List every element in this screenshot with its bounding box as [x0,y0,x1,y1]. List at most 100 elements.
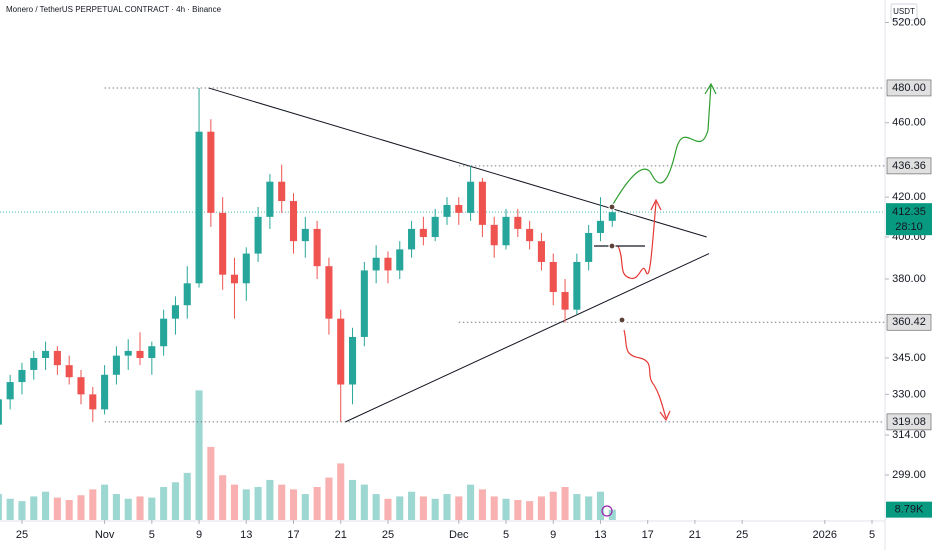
x-tick-label: 25 [16,529,28,541]
candle-body [254,216,262,254]
currency: USDT [893,7,915,16]
candle-body [148,346,156,359]
candle-body [53,350,61,366]
countdown: 28:10 [895,221,923,233]
candle-body [360,270,368,337]
volume-bar [112,494,120,520]
last-price-label: 412.35 [892,206,926,218]
bearish-arrow [623,329,667,419]
x-tick-label: 2026 [813,529,837,541]
candle-body [207,131,215,213]
volume-bar [537,496,545,520]
volume-bar [136,496,144,520]
volume-bar [160,487,168,520]
volume-bar [77,495,85,520]
volume-bar [325,477,333,520]
volume-bar [384,498,392,520]
x-tick-label: 21 [689,529,701,541]
x-tick-label: 5 [149,529,155,541]
volume-bar [549,491,557,520]
candle-body [537,241,545,262]
candle-body [585,232,593,262]
y-tick-label: 420.00 [892,191,926,203]
level-box [886,157,932,175]
candle-body [183,283,191,306]
plot-area [0,87,885,520]
currency-box [890,3,918,21]
volume-bar [65,499,73,520]
volume-bar [443,494,451,520]
x-tick-label: 9 [196,529,202,541]
candle-body [289,201,298,242]
x-tick-label: 5 [869,529,875,541]
volume-bar [254,487,262,520]
level-box [886,79,932,97]
x-tick-label: 5 [503,529,509,541]
x-tick-label: Dec [449,529,469,541]
y-tick-label: 299.00 [892,469,926,481]
candle-body [171,305,179,319]
candle-body [455,204,463,213]
volume-bar [148,497,156,520]
x-tick-label: 13 [594,529,606,541]
y-tick-label: 330.00 [892,388,926,400]
volume-bar [372,494,380,520]
level-label: 480.00 [892,82,926,94]
x-tick-label: 17 [287,529,299,541]
candle-body [514,216,522,229]
x-tick-label: 25 [382,529,394,541]
volume-bar [490,496,498,520]
volume-bar [289,489,298,520]
x-tick-label: 9 [550,529,556,541]
volume-bar [53,497,61,520]
candle-body [419,228,427,238]
candle-body [124,350,132,356]
y-tick-label: 380.00 [892,273,926,285]
candle-body [325,266,333,319]
candle-body [65,365,73,378]
x-tick-label: 21 [335,529,347,541]
candle-body [195,131,203,284]
volume-bar [30,496,38,520]
candle-body [301,228,309,242]
eye-icon [608,242,616,250]
arrow-head [659,410,671,422]
volume-bar [502,498,510,520]
volume-bar [183,472,191,520]
volume-bar [585,496,593,520]
volume-bar [124,498,132,520]
candle-body [573,261,581,310]
trendline [208,87,707,238]
volume-box [886,501,932,518]
x-tick-label: Nov [95,529,115,541]
volume-bar [171,482,179,520]
candle-body [0,399,2,425]
candle-body [230,274,239,284]
candle-body [372,257,380,271]
candle-body [89,394,97,410]
volume-bar [301,494,309,520]
volume-bar [219,475,227,520]
volume-bar [514,499,522,520]
volume-bar [419,496,427,520]
candle-body [478,181,486,225]
volume-bar [278,484,286,520]
volume-bar [230,484,239,520]
volume-bar [6,498,14,520]
candle-body [384,257,392,271]
y-tick-label: 345.00 [892,352,926,364]
candle-body [6,382,14,400]
volume-bar [313,487,321,520]
volume-bar [101,484,109,520]
volume-bar [207,446,215,520]
candle-body [431,216,439,238]
level-box [886,313,932,331]
level-label: 360.42 [892,316,926,328]
volume-label: 8.79K [895,504,924,516]
candle-body [30,358,38,370]
candle-body [42,350,50,359]
candle-body [467,181,475,213]
volume-bar [431,498,439,520]
candle-body [313,228,321,267]
